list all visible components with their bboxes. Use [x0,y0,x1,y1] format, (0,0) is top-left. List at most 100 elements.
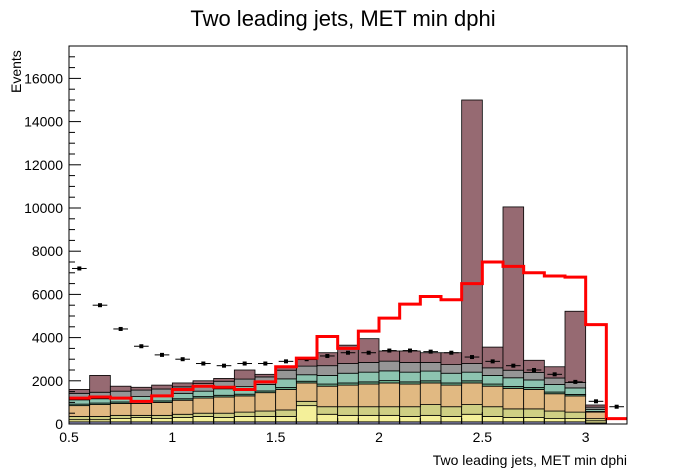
marker-point [77,266,82,271]
stack-bar [399,371,421,383]
stack-bar [337,406,359,416]
marker-point [532,368,536,372]
stack-bar [233,369,256,380]
stack-bar [89,404,111,417]
marker-point [387,348,392,353]
plot-frame [68,45,628,425]
stack-series-7 [68,99,607,408]
marker-point [242,361,247,366]
y-axis-label: Events [8,50,24,93]
marker-point [139,344,144,349]
marker-point [118,326,123,331]
marker-point [594,399,598,404]
stack-bar [378,406,401,416]
stack-bar [68,416,91,421]
x-axis-label: Two leading jets, MET min dphi [433,452,627,468]
red-line-series [69,260,627,421]
stack-bar [378,370,401,381]
stack-bar [192,416,215,423]
marker-point [490,359,495,364]
axes: 0 2000 4000 6000 8000 10000 12000 14000 16000 0.5… [24,45,628,445]
x-tick-label: 3 [582,429,590,445]
y-tick-label: 14000 [24,114,63,130]
stack-bar [523,379,545,388]
stack-bar [151,384,173,390]
stack-bar [171,413,194,418]
stack-bar [481,406,504,417]
stack-bar [316,365,339,376]
stack-bar [399,350,421,363]
stack-bar [481,346,504,369]
stack-bar [523,359,545,373]
marker-point [614,404,619,409]
stack-bar [275,389,297,411]
stack-bar [337,363,359,374]
stack-bar [399,383,421,408]
marker-point [180,357,185,362]
stack-bar [109,414,132,419]
stack-bar [295,400,318,407]
stack-bar [109,418,132,423]
stack-bar [399,406,421,417]
stack-bar [192,397,215,414]
x-tick-label: 2.5 [473,429,493,445]
stack-bar [233,378,256,388]
stack-bar [419,370,442,382]
stack-bar [109,385,132,392]
stack-bar [68,405,91,417]
stack-bar [192,412,215,417]
stack-bar [254,384,277,392]
stack-bar [254,416,277,423]
stack-bar [337,372,359,384]
y-tick-label: 12000 [24,157,63,173]
stack-bar [233,411,256,417]
stack-bar [585,411,607,419]
stack-bar [502,206,525,371]
stack-bar [419,414,442,423]
stack-bar [275,369,297,380]
stack-bar [419,362,442,372]
stack-bar [275,378,297,388]
marker-point [325,353,330,358]
marker-point [470,355,474,360]
stack-bar [419,382,442,405]
x-tick-label: 1 [168,429,176,445]
stack-bar [564,310,587,383]
stack-bar [295,405,318,423]
stack-bar [481,416,504,423]
red-line-step [69,260,627,421]
stack-bar [481,374,504,385]
stack-bar [564,418,587,423]
y-tick-label: 0 [55,416,63,432]
stack-bar [461,371,483,382]
stack-bar [295,382,318,402]
stack-bar [151,414,173,419]
marker-point [573,379,578,384]
stack-bar [357,383,380,408]
stack-bar [192,390,215,397]
stack-bar [564,387,587,395]
stack-bar [233,416,256,423]
x-tick-label: 2 [375,429,383,445]
stack-bar [275,416,297,423]
stack-bar [378,360,401,372]
stack-bar [523,417,545,423]
stack-bar [378,382,401,408]
stack-bar [523,408,545,418]
stack-bar [502,417,525,423]
stack-bar [357,414,380,423]
y-tick-label: 2000 [32,373,63,389]
stack-bar [89,416,111,421]
stack-bar [461,382,483,405]
x-tick-label: 0.5 [59,429,79,445]
stack-bar [502,377,525,387]
stack-bar [171,382,194,388]
stack-bar [357,371,380,383]
marker-point [511,363,516,368]
stack-bar [543,393,566,412]
stack-bar [357,406,380,416]
marker-point [346,350,350,355]
stack-bar [171,392,194,400]
stack-bar [130,403,153,416]
